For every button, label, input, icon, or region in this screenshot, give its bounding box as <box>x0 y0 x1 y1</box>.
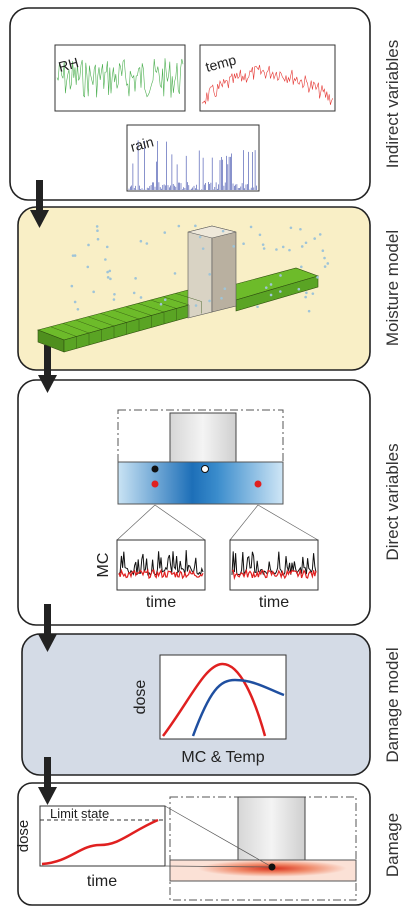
droplet <box>195 304 198 307</box>
droplet <box>265 286 268 289</box>
droplet <box>106 246 109 249</box>
sensor <box>269 864 276 871</box>
droplet <box>202 247 205 250</box>
axis-label: time <box>259 594 289 611</box>
block <box>238 797 305 860</box>
droplet <box>96 229 99 232</box>
droplet <box>164 298 167 301</box>
droplet <box>308 310 311 313</box>
axis-label: MC & Temp <box>181 749 264 766</box>
droplet <box>326 262 329 265</box>
droplet <box>270 294 273 297</box>
droplet <box>313 237 316 240</box>
droplet <box>304 296 307 299</box>
droplet <box>279 290 282 293</box>
droplet <box>109 278 112 281</box>
droplet <box>256 305 259 308</box>
droplet <box>113 293 116 296</box>
droplet <box>160 303 163 306</box>
droplet <box>199 236 202 239</box>
droplet <box>134 277 137 280</box>
droplet <box>74 301 77 304</box>
droplet <box>290 227 293 230</box>
droplet <box>96 225 99 228</box>
droplet <box>163 231 166 234</box>
droplet <box>300 266 303 269</box>
panel-label: Damage model <box>383 647 402 762</box>
axis-label: time <box>87 873 117 890</box>
droplet <box>250 226 253 229</box>
droplet <box>305 241 308 244</box>
axis-label: MC <box>95 553 112 578</box>
droplet <box>323 257 326 260</box>
droplet <box>224 287 227 290</box>
droplet <box>319 233 322 236</box>
panel-label: Moisture model <box>383 230 402 346</box>
droplet <box>312 292 315 295</box>
droplet <box>77 308 80 311</box>
droplet <box>263 247 266 250</box>
droplet <box>288 249 291 252</box>
droplet <box>324 265 327 268</box>
droplet <box>208 273 211 276</box>
axis-label: dose <box>132 680 149 715</box>
droplet <box>74 254 77 257</box>
droplet <box>220 297 223 300</box>
droplet <box>259 233 262 236</box>
droplet <box>208 300 211 303</box>
droplet <box>299 228 302 231</box>
block <box>170 413 236 462</box>
droplet <box>275 248 278 251</box>
droplet <box>113 298 116 301</box>
panel-label: Direct variables <box>383 443 402 560</box>
droplet <box>87 244 90 247</box>
droplet <box>279 274 282 277</box>
beam <box>170 860 356 881</box>
droplet <box>92 291 95 294</box>
droplet <box>270 283 273 286</box>
droplet <box>262 243 265 246</box>
droplet <box>107 276 110 279</box>
droplet <box>178 225 181 228</box>
droplet <box>104 258 107 261</box>
droplet <box>322 249 325 252</box>
droplet <box>146 242 149 245</box>
droplet <box>140 296 143 299</box>
droplet <box>86 266 89 269</box>
droplet <box>282 246 285 249</box>
droplet <box>298 288 301 291</box>
droplet <box>316 276 319 279</box>
droplet <box>301 245 304 248</box>
droplet <box>232 245 235 248</box>
annotation: Limit state <box>50 806 109 821</box>
diagram: Indirect variables Moisture model Direct… <box>0 0 412 911</box>
droplet <box>97 238 100 241</box>
axis-label: dose <box>15 820 32 853</box>
droplet <box>106 271 109 274</box>
droplet <box>108 270 111 273</box>
droplet <box>140 240 143 243</box>
droplet <box>194 225 197 228</box>
panel-label: Damage <box>383 813 402 877</box>
plot-box <box>160 655 286 739</box>
droplet <box>242 242 245 245</box>
axis-label: time <box>146 594 176 611</box>
plot-box <box>117 540 205 590</box>
panel-label: Indirect variables <box>383 40 402 169</box>
droplet <box>305 291 308 294</box>
droplet <box>174 272 177 275</box>
droplet <box>71 285 74 288</box>
droplet <box>222 230 225 233</box>
droplet <box>133 292 136 295</box>
